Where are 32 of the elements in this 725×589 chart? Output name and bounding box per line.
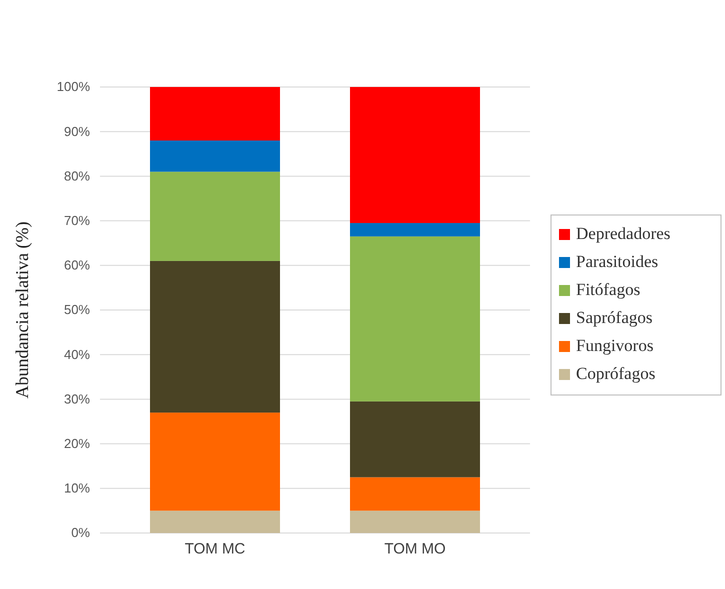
legend-label: Parasitoides xyxy=(576,252,658,271)
y-tick-label: 80% xyxy=(64,168,90,184)
bar xyxy=(150,260,280,413)
bar xyxy=(150,140,280,172)
bar xyxy=(350,477,480,511)
bar xyxy=(350,401,480,478)
bar xyxy=(150,87,280,141)
legend-label: Saprófagos xyxy=(576,308,652,327)
bar xyxy=(350,510,480,533)
bar xyxy=(350,223,480,236)
y-tick-label: 30% xyxy=(64,391,90,406)
y-tick-label: 20% xyxy=(64,436,90,451)
y-tick-label: 60% xyxy=(64,258,90,273)
y-tick-label: 0% xyxy=(71,525,90,540)
legend-label: Fungivoros xyxy=(576,336,654,355)
y-tick-label: 90% xyxy=(64,124,90,139)
x-tick-label: TOM MC xyxy=(184,540,246,558)
legend-label: Fitófagos xyxy=(576,280,640,299)
bar xyxy=(150,510,280,533)
y-axis-title: Abundancia relativa (%) xyxy=(12,222,32,398)
y-tick-label: 10% xyxy=(64,480,90,496)
bar xyxy=(150,412,280,511)
bar xyxy=(150,172,280,261)
bar xyxy=(350,87,480,224)
y-tick-label: 50% xyxy=(64,302,90,318)
bar xyxy=(350,236,480,402)
y-tick-label: 100% xyxy=(56,79,90,94)
y-tick-label: 40% xyxy=(64,346,90,362)
x-tick-label: TOM MO xyxy=(384,540,446,558)
legend-label: Coprófagos xyxy=(576,364,656,383)
legend-label: Depredadores xyxy=(576,224,670,243)
y-tick-label: 70% xyxy=(64,212,90,228)
